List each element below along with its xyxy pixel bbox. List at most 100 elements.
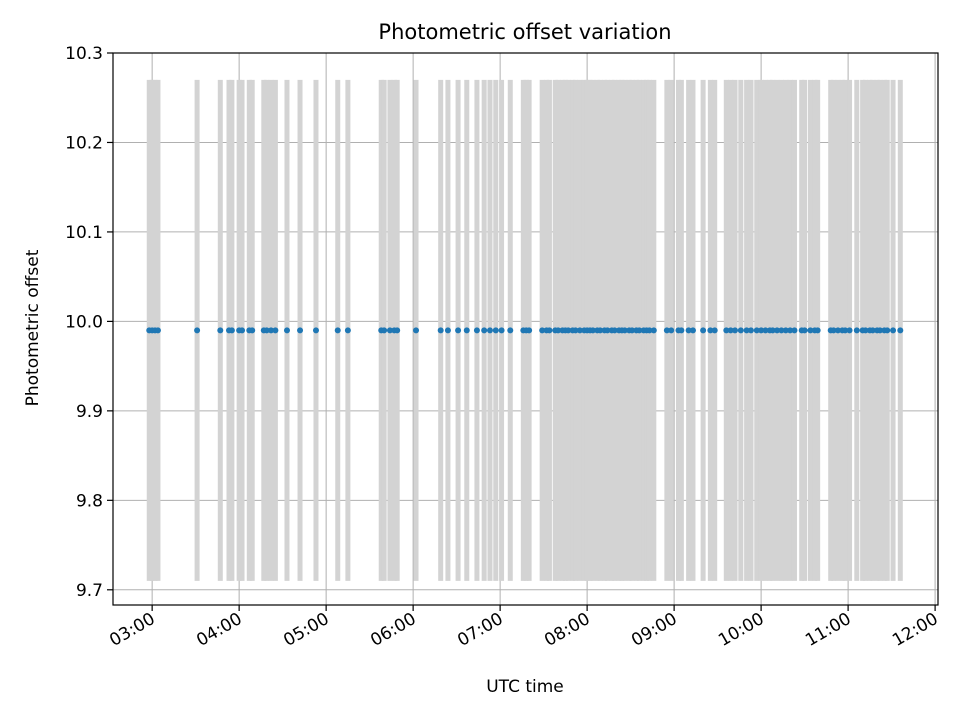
data-point (678, 327, 685, 334)
data-point (791, 327, 798, 334)
data-point (689, 327, 696, 334)
y-tick-label: 9.7 (76, 581, 103, 601)
data-point (621, 327, 628, 334)
data-point (636, 327, 643, 334)
y-tick-label: 10.0 (65, 312, 103, 332)
data-point (249, 327, 256, 334)
y-tick-label: 9.9 (76, 402, 103, 422)
data-point (546, 327, 553, 334)
data-point (711, 327, 718, 334)
data-point (334, 327, 341, 334)
data-point (807, 327, 814, 334)
data-point (884, 327, 891, 334)
data-points (146, 327, 904, 334)
data-point (747, 327, 754, 334)
x-axis-label: UTC time (486, 677, 564, 697)
data-point (565, 327, 572, 334)
data-point (685, 327, 692, 334)
data-point (394, 327, 401, 334)
x-tick-label: 03:00 (106, 609, 158, 651)
data-point (801, 327, 808, 334)
data-point (774, 327, 781, 334)
data-point (526, 327, 533, 334)
data-point (473, 327, 480, 334)
x-axis-ticks: 03:00 04:00 05:00 06:00 07:00 08:00 09:00 10:00… (106, 605, 942, 651)
data-point (597, 327, 604, 334)
data-point (228, 327, 235, 334)
data-point (386, 327, 393, 334)
data-point (194, 327, 201, 334)
data-point (486, 327, 493, 334)
x-tick-label: 11:00 (802, 609, 854, 651)
data-point (663, 327, 670, 334)
data-point (239, 327, 246, 334)
data-point (890, 327, 897, 334)
data-point (604, 327, 611, 334)
data-point (737, 327, 744, 334)
plot-frame (112, 52, 939, 606)
y-tick-label: 9.8 (76, 491, 103, 511)
data-point (455, 327, 462, 334)
data-point (481, 327, 488, 334)
data-point (629, 327, 636, 334)
x-tick-label: 09:00 (628, 609, 680, 651)
data-point (727, 327, 734, 334)
data-point (272, 327, 279, 334)
data-point (668, 327, 675, 334)
data-point (732, 327, 739, 334)
data-point (572, 327, 579, 334)
data-point (782, 327, 789, 334)
data-point (897, 327, 904, 334)
data-point (263, 327, 270, 334)
data-point (217, 327, 224, 334)
data-point (707, 327, 714, 334)
data-point (312, 327, 319, 334)
x-tick-label: 12:00 (889, 609, 941, 651)
data-point (762, 327, 769, 334)
x-tick-label: 05:00 (280, 609, 332, 651)
y-axis-ticks: 9.7 9.8 9.9 10.0 10.1 10.2 10.3 (65, 44, 113, 601)
data-point (492, 327, 499, 334)
data-point (830, 327, 837, 334)
chart-title: Photometric offset variation (378, 20, 671, 44)
data-point (877, 327, 884, 334)
data-point (758, 327, 765, 334)
data-point (507, 327, 514, 334)
data-point (381, 327, 388, 334)
y-tick-label: 10.3 (65, 44, 103, 64)
data-point (444, 327, 451, 334)
data-point (283, 327, 290, 334)
data-point (853, 327, 860, 334)
data-point (297, 327, 304, 334)
data-point (787, 327, 794, 334)
data-point (268, 327, 275, 334)
y-axis-label: Photometric offset (23, 249, 43, 406)
data-point (589, 327, 596, 334)
data-point (650, 327, 657, 334)
data-point (753, 327, 760, 334)
y-tick-label: 10.2 (65, 133, 103, 153)
data-point (539, 327, 546, 334)
data-point (498, 327, 505, 334)
x-tick-label: 04:00 (193, 609, 245, 651)
x-tick-label: 06:00 (367, 609, 419, 651)
data-point (814, 327, 821, 334)
data-point (842, 327, 849, 334)
data-point (769, 327, 776, 334)
x-tick-label: 10:00 (715, 609, 767, 651)
data-point (154, 327, 161, 334)
data-point (846, 327, 853, 334)
data-point (723, 327, 730, 334)
data-point (576, 327, 583, 334)
data-point (555, 327, 562, 334)
data-point (437, 327, 444, 334)
y-tick-label: 10.1 (65, 223, 103, 243)
data-point (463, 327, 470, 334)
data-point (611, 327, 618, 334)
data-point (834, 327, 841, 334)
data-point (869, 327, 876, 334)
data-point (778, 327, 785, 334)
x-tick-label: 07:00 (454, 609, 506, 651)
